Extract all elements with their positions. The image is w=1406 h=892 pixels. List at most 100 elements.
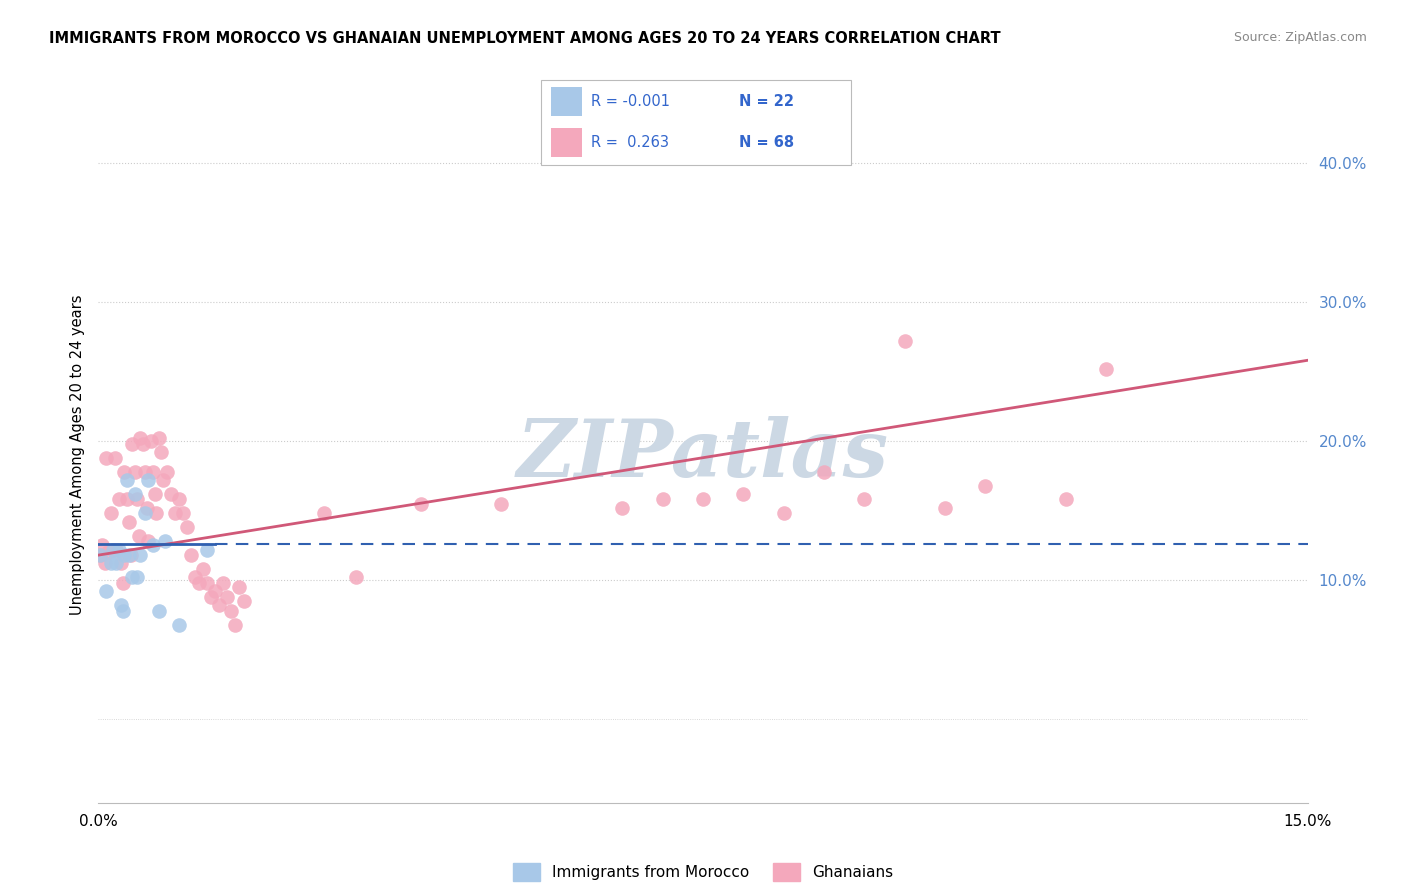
Point	[176, 520, 198, 534]
Point	[121, 570, 143, 584]
Point	[200, 590, 222, 604]
Text: Source: ZipAtlas.com: Source: ZipAtlas.com	[1233, 31, 1367, 45]
Point	[101, 542, 124, 557]
Point	[167, 492, 190, 507]
Text: N = 22: N = 22	[740, 94, 794, 109]
Point	[156, 465, 179, 479]
Point	[217, 590, 239, 604]
Point	[204, 584, 226, 599]
Point	[167, 617, 190, 632]
Point	[91, 538, 114, 552]
Point	[772, 507, 794, 521]
Point	[89, 548, 111, 562]
Point	[132, 437, 155, 451]
Text: N = 68: N = 68	[740, 135, 794, 150]
Bar	[551, 128, 582, 157]
Point	[100, 557, 122, 571]
Point	[153, 534, 176, 549]
Point	[97, 545, 120, 559]
Point	[115, 492, 138, 507]
Point	[118, 548, 141, 562]
Point	[813, 465, 835, 479]
Text: R =  0.263: R = 0.263	[591, 135, 669, 150]
Point	[195, 542, 218, 557]
Point	[188, 576, 211, 591]
Point	[224, 617, 246, 632]
Point	[103, 450, 125, 465]
Point	[138, 534, 160, 549]
Text: ZIPatlas: ZIPatlas	[517, 417, 889, 493]
Point	[110, 557, 132, 571]
Point	[134, 465, 156, 479]
Point	[112, 548, 135, 562]
Point	[974, 478, 997, 492]
Point	[163, 507, 186, 521]
Point	[112, 465, 135, 479]
Point	[127, 492, 149, 507]
Point	[733, 487, 755, 501]
Point	[105, 542, 128, 557]
Point	[101, 542, 124, 557]
Point	[145, 507, 167, 521]
Point	[344, 570, 367, 584]
Point	[314, 507, 336, 521]
Point	[143, 487, 166, 501]
Point	[135, 500, 157, 515]
Point	[1054, 492, 1077, 507]
Point	[111, 576, 134, 591]
Point	[853, 492, 876, 507]
Point	[160, 487, 183, 501]
Point	[184, 570, 207, 584]
Point	[221, 604, 243, 618]
Point	[124, 487, 146, 501]
Point	[409, 497, 432, 511]
Point	[195, 576, 218, 591]
Point	[150, 445, 173, 459]
Point	[89, 548, 111, 562]
Point	[105, 557, 128, 571]
Point	[232, 594, 254, 608]
Y-axis label: Unemployment Among Ages 20 to 24 years: Unemployment Among Ages 20 to 24 years	[69, 294, 84, 615]
Point	[94, 557, 117, 571]
Point	[1095, 361, 1118, 376]
Point	[118, 515, 141, 529]
Text: R = -0.001: R = -0.001	[591, 94, 669, 109]
Point	[172, 507, 194, 521]
Point	[139, 434, 162, 448]
Point	[129, 431, 152, 445]
Point	[148, 431, 170, 445]
Point	[107, 492, 129, 507]
Point	[134, 507, 156, 521]
Point	[96, 450, 118, 465]
Point	[120, 548, 142, 562]
Point	[193, 562, 215, 576]
Point	[142, 538, 165, 552]
Point	[893, 334, 915, 348]
Point	[110, 598, 132, 612]
Point	[127, 570, 149, 584]
Point	[142, 465, 165, 479]
Point	[491, 497, 513, 511]
Point	[138, 473, 160, 487]
Point	[212, 576, 235, 591]
Point	[115, 473, 138, 487]
Point	[111, 604, 134, 618]
Legend: Immigrants from Morocco, Ghanaians: Immigrants from Morocco, Ghanaians	[513, 863, 893, 881]
Point	[228, 580, 250, 594]
Point	[96, 584, 118, 599]
Point	[152, 473, 174, 487]
Bar	[551, 87, 582, 116]
Point	[100, 507, 122, 521]
Point	[128, 528, 150, 542]
Point	[121, 437, 143, 451]
Point	[651, 492, 673, 507]
Point	[124, 465, 146, 479]
Point	[129, 548, 152, 562]
Point	[107, 542, 129, 557]
Point	[934, 500, 956, 515]
Text: IMMIGRANTS FROM MOROCCO VS GHANAIAN UNEMPLOYMENT AMONG AGES 20 TO 24 YEARS CORRE: IMMIGRANTS FROM MOROCCO VS GHANAIAN UNEM…	[49, 31, 1001, 46]
Point	[208, 598, 231, 612]
Point	[692, 492, 714, 507]
Point	[180, 548, 202, 562]
Point	[612, 500, 634, 515]
